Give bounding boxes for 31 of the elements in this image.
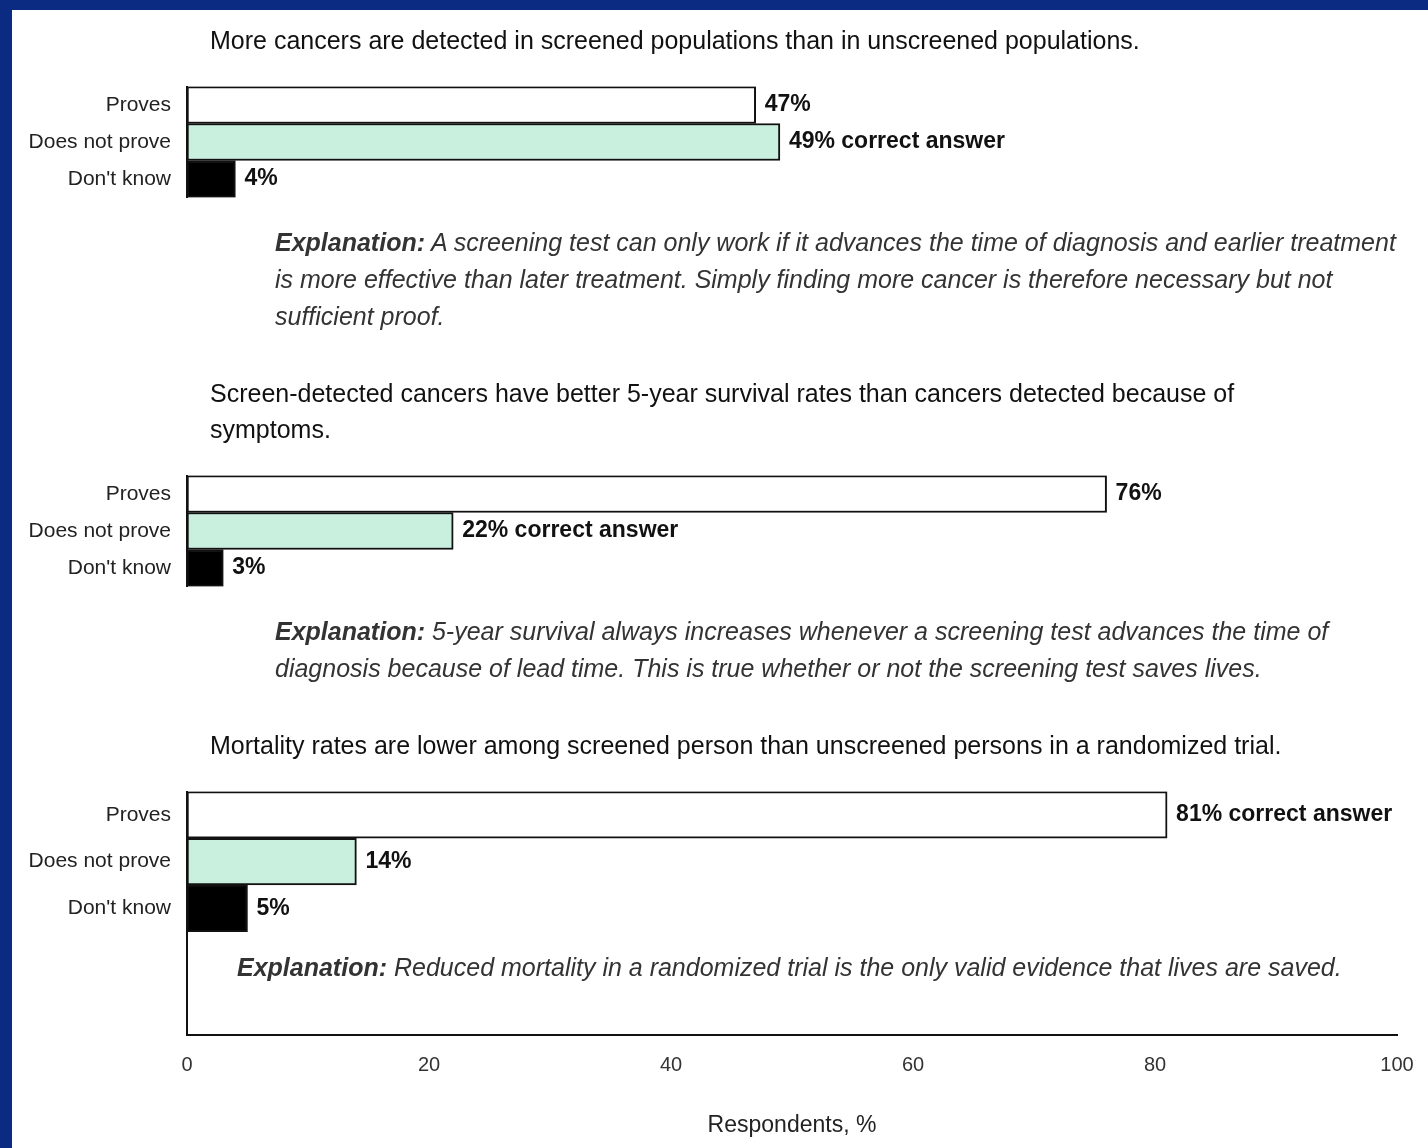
- data-label: 22% correct answer: [462, 516, 679, 543]
- chart-title: More cancers are detected in screened populations than in unscreened populations.: [210, 25, 1141, 56]
- text: Explanation: A screening test can only work if it advances the time of diagnosis and earlier treatment is more effective than later treatment. Simply finding more cancer is therefore necessary but not sufficient proof.: [275, 228, 1396, 330]
- y-tick-label: Does not prove: [28, 517, 171, 541]
- x-axis-title: Respondents, %: [707, 1110, 877, 1137]
- y-tick-label: Proves: [105, 91, 171, 115]
- chart-title: Mortality rates are lower among screened person than unscreened persons in a randomized trial.: [210, 730, 1283, 761]
- x-tick-label: 20: [417, 1052, 441, 1075]
- y-tick-label: Does not prove: [28, 848, 171, 872]
- data-label: 47%: [764, 90, 811, 117]
- data-label: 5%: [256, 893, 290, 920]
- x-tick-label: 0: [181, 1052, 193, 1075]
- y-tick-label: Proves: [105, 480, 171, 504]
- y-tick-label: Don't know: [67, 895, 172, 919]
- text: Explanation: 5-year survival always increases whenever a screening test advances the time of diagnosis because of lead time. This is true whether or not the screening test saves lives.: [275, 617, 1329, 682]
- y-tick-label: Don't know: [67, 165, 172, 189]
- y-tick-label: Does not prove: [28, 128, 171, 152]
- x-tick-label: 40: [659, 1052, 683, 1075]
- data-label: 4%: [244, 164, 278, 191]
- x-tick-label: 60: [901, 1052, 925, 1075]
- data-label: 76%: [1115, 479, 1162, 506]
- y-tick-label: Don't know: [67, 554, 172, 578]
- x-tick-label: 80: [1143, 1052, 1167, 1075]
- data-label: 14%: [365, 846, 412, 873]
- text: Explanation: Reduced mortality in a randomized trial is the only valid evidence that lives are saved.: [237, 952, 1342, 981]
- data-label: 49% correct answer: [788, 127, 1006, 154]
- x-tick-label: 100: [1380, 1052, 1414, 1075]
- chart-title: Screen-detected cancers have better 5-year survival rates than cancers detected because of symptoms.: [210, 378, 1236, 445]
- y-tick-label: Proves: [105, 801, 171, 825]
- data-label: 3%: [232, 553, 266, 580]
- data-label: 81% correct answer: [1176, 800, 1393, 827]
